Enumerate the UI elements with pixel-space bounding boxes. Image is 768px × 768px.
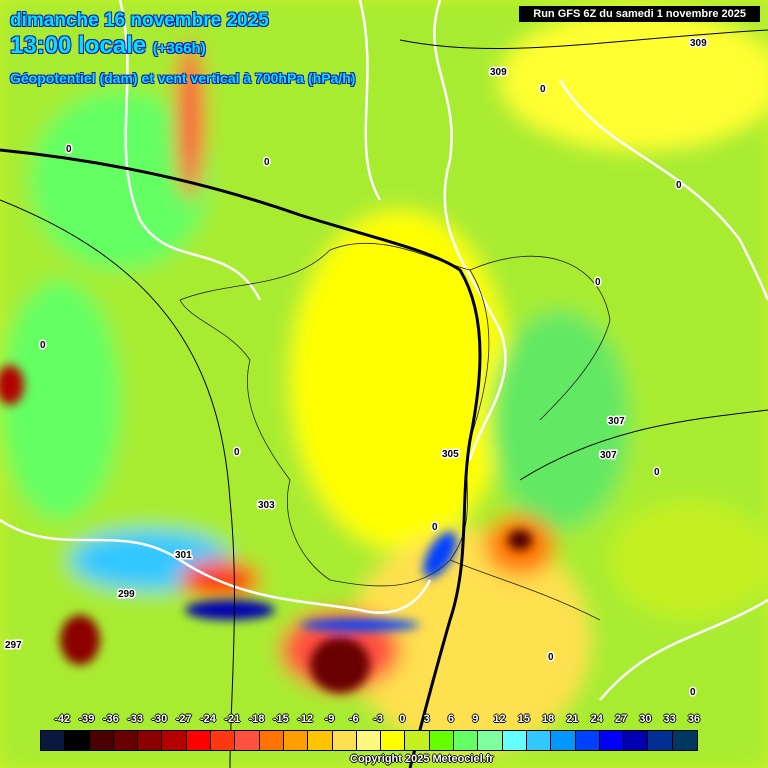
svg-text:0: 0 — [690, 687, 696, 698]
legend-swatch — [41, 731, 66, 750]
legend-label: 3 — [423, 713, 430, 725]
legend-swatch — [624, 731, 649, 750]
legend-swatch — [429, 731, 455, 750]
copyright: Copyright 2025 Meteociel.fr — [350, 753, 494, 765]
legend-label: 12 — [493, 713, 506, 725]
legend-swatch — [113, 731, 139, 750]
svg-text:309: 309 — [490, 67, 507, 78]
legend-label: 18 — [542, 713, 555, 725]
legend-label: -12 — [297, 713, 314, 725]
legend-swatch — [551, 731, 576, 750]
forecast-time: 13:00 locale (+366h) — [10, 32, 206, 60]
svg-text:0: 0 — [234, 447, 240, 458]
legend-label: -21 — [224, 713, 241, 725]
legend-label: 6 — [447, 713, 454, 725]
legend-swatch — [405, 731, 430, 750]
legend-label: -27 — [175, 713, 192, 725]
legend-swatch — [283, 731, 309, 750]
svg-text:0: 0 — [66, 144, 72, 155]
legend-label: 0 — [399, 713, 406, 725]
legend-swatch — [332, 731, 357, 750]
legend-label: -18 — [248, 713, 265, 725]
zero-contours — [0, 0, 768, 701]
svg-text:0: 0 — [264, 157, 270, 168]
legend-swatch — [259, 731, 284, 750]
geopotential-contours — [0, 29, 768, 768]
contour-labels: 309 309 307 307 305 303 301 299 297 0 0 … — [4, 37, 709, 700]
borders — [179, 242, 611, 621]
legend-label: 24 — [590, 713, 603, 725]
parameter-title: Géopotentiel (dam) et vent vertical à 70… — [10, 70, 356, 86]
legend-swatch — [138, 731, 163, 750]
svg-text:297: 297 — [5, 640, 22, 651]
legend-swatch — [526, 731, 552, 750]
legend-swatch — [162, 731, 187, 750]
svg-text:309: 309 — [690, 38, 707, 49]
legend-label: -3 — [373, 713, 383, 725]
svg-text:307: 307 — [600, 450, 617, 461]
legend-label: -42 — [54, 713, 71, 725]
svg-text:0: 0 — [540, 84, 546, 95]
legend-swatch — [454, 731, 479, 750]
legend-labels: -42 -39 -36 -33 -30 -27 -24 -21 -18 -15 -12 -9 -6 -3 0… — [40, 713, 728, 727]
legend-swatch — [65, 731, 90, 750]
legend-label: 15 — [517, 713, 530, 725]
svg-text:0: 0 — [548, 652, 554, 663]
legend-swatch — [186, 731, 212, 750]
local-time: 13:00 locale — [10, 32, 147, 59]
legend-swatch — [356, 731, 382, 750]
svg-text:0: 0 — [654, 467, 660, 478]
legend-label: 33 — [663, 713, 676, 725]
intense-cells — [0, 365, 532, 693]
svg-text:305: 305 — [442, 449, 459, 460]
legend-label: -15 — [272, 713, 289, 725]
legend-swatch — [599, 731, 625, 750]
legend-label: -9 — [324, 713, 335, 725]
legend-swatch — [235, 731, 260, 750]
svg-text:307: 307 — [608, 416, 625, 427]
lead-time: (+366h) — [152, 40, 206, 57]
run-info: Run GFS 6Z du samedi 1 novembre 2025 — [519, 6, 760, 22]
legend-label: 36 — [687, 713, 701, 725]
legend-label: 21 — [566, 713, 579, 725]
legend-swatch — [502, 731, 527, 750]
legend-swatch — [478, 731, 503, 750]
svg-text:0: 0 — [595, 277, 601, 288]
legend-label: -39 — [78, 713, 95, 725]
legend-swatch — [575, 731, 600, 750]
svg-text:0: 0 — [432, 522, 438, 533]
legend-label: -24 — [199, 713, 216, 725]
legend-swatch — [381, 731, 406, 750]
legend-label: -36 — [102, 713, 119, 725]
legend-label: -6 — [348, 713, 359, 725]
svg-text:303: 303 — [258, 500, 275, 511]
legend-label: -33 — [127, 713, 143, 725]
svg-text:299: 299 — [118, 589, 135, 600]
legend-swatch — [89, 731, 114, 750]
legend-label: -30 — [151, 713, 168, 725]
legend-swatch — [672, 731, 698, 750]
color-legend — [40, 730, 699, 751]
svg-text:0: 0 — [40, 340, 46, 351]
legend-swatch — [211, 731, 236, 750]
legend-label: 27 — [614, 713, 628, 725]
geopotential-main-contour — [0, 148, 482, 768]
svg-text:301: 301 — [175, 550, 192, 561]
legend-swatch — [308, 731, 333, 750]
legend-label: 30 — [639, 713, 652, 725]
legend-label: 9 — [472, 713, 479, 725]
legend-swatch — [648, 731, 673, 750]
svg-text:0: 0 — [676, 180, 682, 191]
forecast-date: dimanche 16 novembre 2025 — [10, 10, 269, 31]
